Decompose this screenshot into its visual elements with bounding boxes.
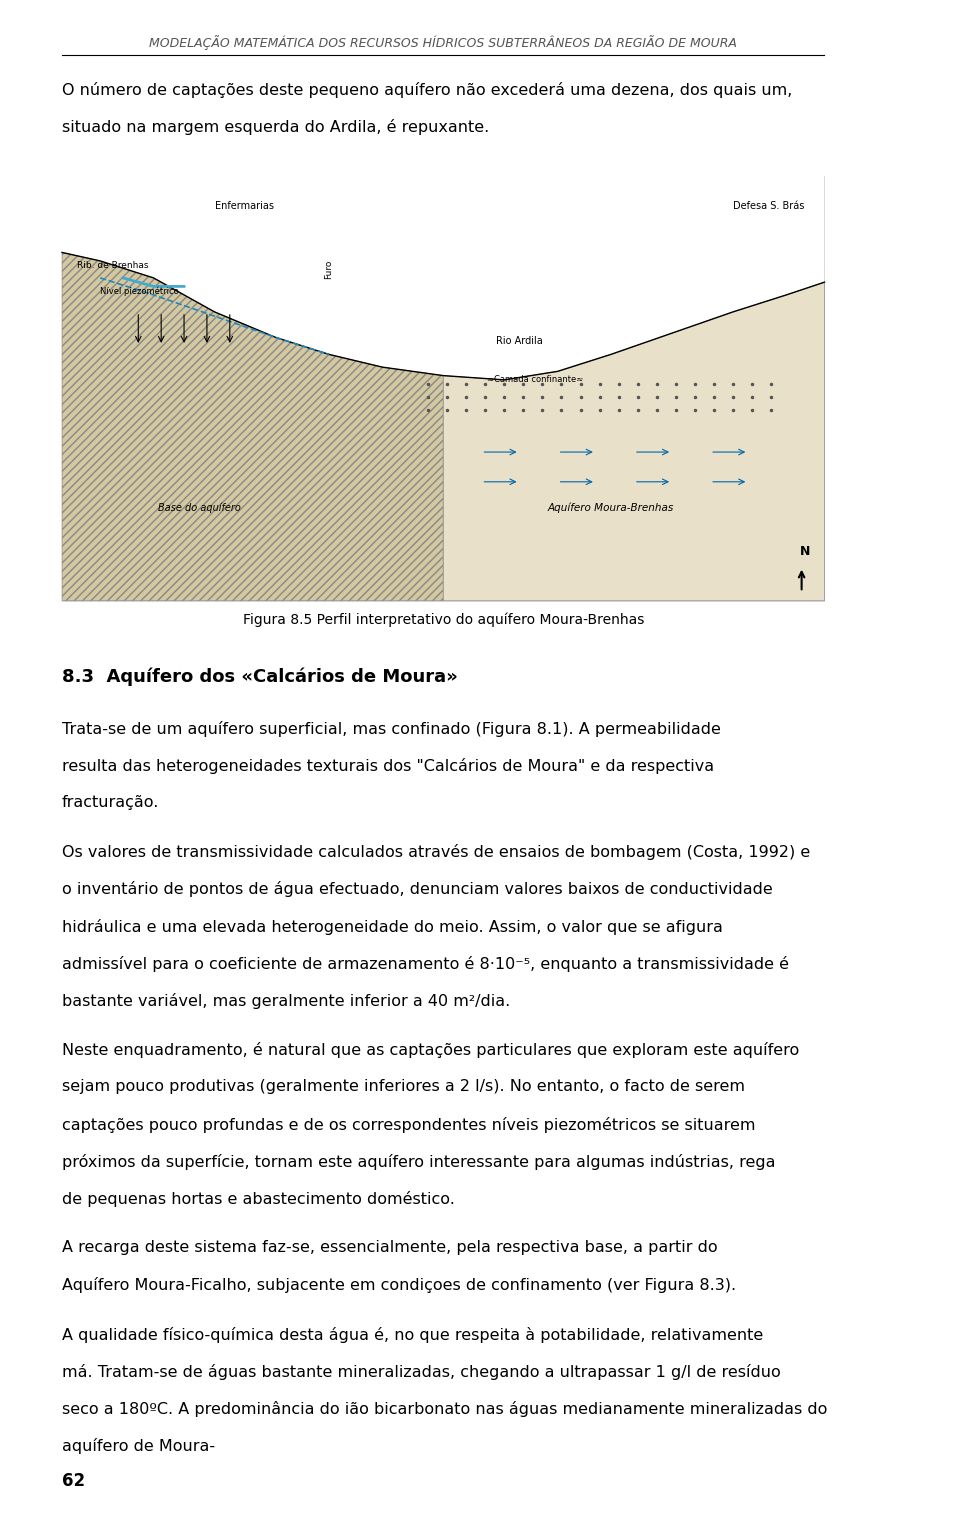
- Text: MODELAÇÃO MATEMÁTICA DOS RECURSOS HÍDRICOS SUBTERRÂNEOS DA REGIÃO DE MOURA: MODELAÇÃO MATEMÁTICA DOS RECURSOS HÍDRIC…: [150, 35, 737, 50]
- Text: Os valores de transmissividade calculados através de ensaios de bombagem (Costa,: Os valores de transmissividade calculado…: [62, 845, 810, 860]
- Text: Rib. de Brenhas: Rib. de Brenhas: [78, 261, 149, 270]
- Bar: [62, 176, 825, 601]
- Text: bastante variável, mas geralmente inferior a 40 m²/dia.: bastante variável, mas geralmente inferi…: [62, 994, 511, 1009]
- Text: 62: 62: [62, 1471, 85, 1490]
- Text: Aquífero Moura-Brenhas: Aquífero Moura-Brenhas: [548, 502, 674, 513]
- Polygon shape: [62, 252, 444, 601]
- Text: admissível para o coeficiente de armazenamento é 8·10⁻⁵, enquanto a transmissivi: admissível para o coeficiente de armazen…: [62, 956, 789, 972]
- Text: Rio Ardila: Rio Ardila: [496, 335, 543, 346]
- Text: Neste enquadramento, é natural que as captações particulares que exploram este a: Neste enquadramento, é natural que as ca…: [62, 1042, 800, 1059]
- Text: N: N: [801, 545, 810, 558]
- Text: fracturação.: fracturação.: [62, 795, 159, 810]
- Text: Aquífero Moura-Ficalho, subjacente em condiçoes de confinamento (ver Figura 8.3): Aquífero Moura-Ficalho, subjacente em co…: [62, 1277, 736, 1294]
- Text: Trata-se de um aquífero superficial, mas confinado (Figura 8.1). A permeabilidad: Trata-se de um aquífero superficial, mas…: [62, 721, 721, 737]
- Text: captações pouco profundas e de os correspondentes níveis piezométricos se situar: captações pouco profundas e de os corres…: [62, 1117, 756, 1133]
- Text: Nível piezométrico: Nível piezométrico: [100, 287, 179, 296]
- Text: aquífero de Moura-: aquífero de Moura-: [62, 1438, 215, 1455]
- Text: próximos da superfície, tornam este aquífero interessante para algumas indústria: próximos da superfície, tornam este aquí…: [62, 1154, 776, 1170]
- Text: Defesa S. Brás: Defesa S. Brás: [733, 200, 804, 211]
- Text: O número de captações deste pequeno aquífero não excederá uma dezena, dos quais : O número de captações deste pequeno aquí…: [62, 82, 792, 99]
- Polygon shape: [444, 282, 825, 601]
- Text: Base do aquífero: Base do aquífero: [157, 502, 241, 513]
- Text: A qualidade físico-química desta água é, no que respeita à potabilidade, relativ: A qualidade físico-química desta água é,…: [62, 1327, 763, 1343]
- Text: má. Tratam-se de águas bastante mineralizadas, chegando a ultrapassar 1 g/l de r: má. Tratam-se de águas bastante minerali…: [62, 1364, 780, 1380]
- Text: seco a 180ºC. A predominância do ião bicarbonato nas águas medianamente minerali: seco a 180ºC. A predominância do ião bic…: [62, 1402, 828, 1417]
- Text: hidráulica e uma elevada heterogeneidade do meio. Assim, o valor que se afigura: hidráulica e uma elevada heterogeneidade…: [62, 919, 723, 934]
- Text: 8.3  Aquífero dos «Calcários de Moura»: 8.3 Aquífero dos «Calcários de Moura»: [62, 667, 458, 686]
- Text: Furo: Furo: [324, 259, 333, 279]
- FancyBboxPatch shape: [62, 176, 825, 601]
- Text: o inventário de pontos de água efectuado, denunciam valores baixos de conductivi: o inventário de pontos de água efectuado…: [62, 881, 773, 898]
- Text: Figura 8.5 Perfil interpretativo do aquífero Moura-Brenhas: Figura 8.5 Perfil interpretativo do aquí…: [243, 613, 644, 628]
- Text: ≈Camada confinante≈: ≈Camada confinante≈: [487, 375, 583, 384]
- Text: Enfermarias: Enfermarias: [214, 200, 274, 211]
- Text: situado na margem esquerda do Ardila, é repuxante.: situado na margem esquerda do Ardila, é …: [62, 120, 490, 135]
- Text: sejam pouco produtivas (geralmente inferiores a 2 l/s). No entanto, o facto de s: sejam pouco produtivas (geralmente infer…: [62, 1080, 745, 1094]
- Text: resulta das heterogeneidades texturais dos "Calcários de Moura" e da respectiva: resulta das heterogeneidades texturais d…: [62, 758, 714, 774]
- Text: A recarga deste sistema faz-se, essencialmente, pela respectiva base, a partir d: A recarga deste sistema faz-se, essencia…: [62, 1241, 718, 1255]
- Text: de pequenas hortas e abastecimento doméstico.: de pequenas hortas e abastecimento domés…: [62, 1191, 455, 1208]
